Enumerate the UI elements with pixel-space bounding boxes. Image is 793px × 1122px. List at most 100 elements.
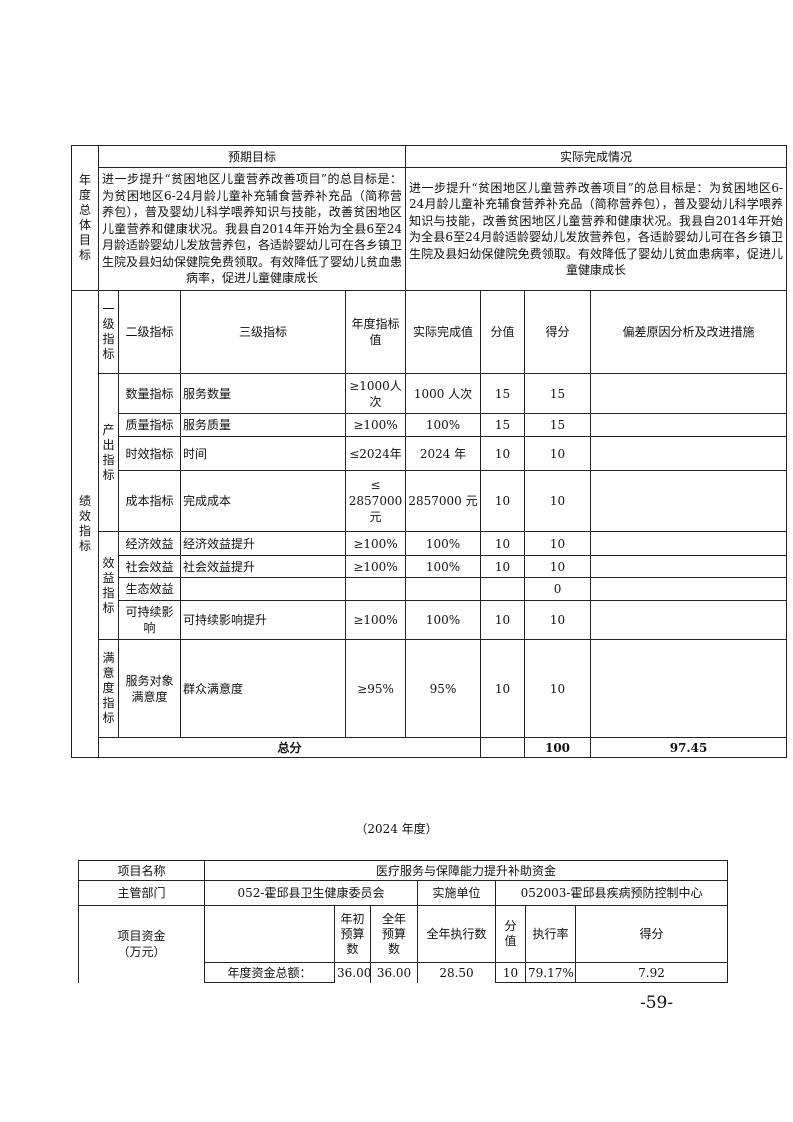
cell-weight: 10	[480, 639, 526, 738]
table-row: 年度资金总额： 36.00 36.00 28.50 10 79.17% 7.92	[79, 962, 729, 983]
header-annual-budget: 全年预算数	[370, 905, 418, 963]
executed-amount: 28.50	[417, 962, 496, 983]
cell-l3: 完成成本	[180, 470, 346, 532]
table-row: 时效指标 时间 ≤2024年 2024 年 10 10	[72, 436, 788, 471]
cell-actual	[405, 577, 482, 601]
cell-actual: 1000 人次	[405, 373, 482, 414]
cell-actual: 100%	[405, 555, 482, 578]
cell-weight: 10	[480, 470, 526, 532]
cell-target	[344, 577, 407, 601]
project-name-label: 项目名称	[78, 860, 205, 881]
cell-l3: 时间	[180, 436, 346, 471]
cell-l2: 时效指标	[118, 436, 181, 471]
cell-score: 10	[524, 470, 592, 532]
cell-target: ≥95%	[344, 639, 407, 738]
total-weight: 100	[524, 737, 592, 758]
cell-l2: 服务对象满意度	[118, 639, 181, 738]
execution-rate: 79.17%	[525, 962, 576, 983]
funds-label: 项目资金（万元）	[78, 905, 205, 983]
table-row: 质量指标 服务质量 ≥100% 100% 15 15	[72, 413, 788, 437]
header-actual: 实际完成值	[405, 290, 482, 374]
cell-score: 10	[524, 555, 592, 578]
table-row: 满意度指标 服务对象满意度 群众满意度 ≥95% 95% 10 10	[72, 639, 788, 738]
cell-score: 10	[524, 436, 592, 471]
header-rate: 执行率	[525, 905, 576, 963]
cell-score: 0	[524, 577, 592, 601]
cell-score: 10	[524, 639, 592, 738]
cell-weight: 15	[480, 413, 526, 437]
header-l1: 一级指标	[98, 290, 119, 374]
cell-note	[590, 413, 788, 437]
total-funds-label: 年度资金总额：	[204, 962, 335, 983]
header-l2: 二级指标	[118, 290, 181, 374]
header-initial-budget: 年初预算数	[334, 905, 371, 963]
table-row: 社会效益 社会效益提升 ≥100% 100% 10 10	[72, 555, 788, 578]
weight: 10	[495, 962, 526, 983]
cell-note	[590, 577, 788, 601]
performance-table: 年度总体目标 预期目标 实际完成情况 进一步提升“贫困地区儿童营养改善项目”的总…	[71, 145, 788, 758]
overall-goal-label: 年度总体目标	[71, 145, 99, 291]
total-actual	[480, 737, 526, 758]
annual-budget: 36.00	[370, 962, 418, 983]
cell-l2: 数量指标	[118, 373, 181, 414]
table-row: 效益指标 经济效益 经济效益提升 ≥100% 100% 10 10	[72, 531, 788, 640]
cell-note	[590, 436, 788, 471]
cell-actual: 100%	[405, 531, 482, 556]
cell-note	[590, 531, 788, 556]
cell-weight: 15	[480, 373, 526, 414]
cell-weight: 10	[480, 436, 526, 471]
project-funds-table: 项目名称 医疗服务与保障能力提升补助资金 主管部门 052-霍邱县卫生健康委员会…	[78, 860, 729, 983]
cell-target: ≥1000人次	[344, 373, 407, 414]
cell-l3: 服务质量	[180, 413, 346, 437]
cell-target: ≥100%	[344, 413, 407, 437]
cell-score: 15	[524, 373, 592, 414]
header-executed: 全年执行数	[417, 905, 496, 963]
impl-value: 052003-霍邱县疾病预防控制中心	[494, 880, 729, 906]
cell-l2: 可持续影响	[118, 600, 181, 640]
header-weight: 分值	[480, 290, 526, 374]
header-target: 年度指标值	[344, 290, 407, 374]
score: 7.92	[574, 962, 729, 983]
cell-note	[590, 600, 788, 640]
expected-goal-header: 预期目标	[97, 145, 407, 168]
cell-note	[590, 373, 788, 414]
cell-score: 15	[524, 413, 592, 437]
cell-l3: 服务数量	[180, 373, 346, 414]
dept-value: 052-霍邱县卫生健康委员会	[204, 880, 418, 906]
cell-weight	[480, 577, 526, 601]
total-row: 总分 100 97.45	[72, 737, 788, 758]
header-weight: 分值	[495, 905, 526, 963]
expected-goal-text: 进一步提升“贫困地区儿童营养改善项目”的总目标是：为贫困地区6-24月龄儿童补充…	[97, 167, 407, 291]
cell-actual: 2024 年	[405, 436, 482, 471]
cell-target: ≥100%	[344, 600, 407, 640]
initial-budget: 36.00	[334, 962, 371, 983]
total-score: 97.45	[590, 737, 788, 758]
cell-actual: 100%	[405, 413, 482, 437]
actual-status-header: 实际完成情况	[405, 145, 788, 168]
cell-l3	[180, 577, 346, 601]
header-score: 得分	[524, 290, 592, 374]
cell-target: ≤ 2857000元	[344, 470, 407, 532]
cell-weight: 10	[480, 531, 526, 556]
project-name: 医疗服务与保障能力提升补助资金	[203, 860, 729, 881]
cell-l2: 社会效益	[118, 555, 181, 578]
cell-note	[590, 555, 788, 578]
performance-label: 绩效指标	[71, 290, 99, 758]
cell-l3: 社会效益提升	[180, 555, 346, 578]
table-row: 产出指标 数量指标 服务数量 ≥1000人次 1000 人次 15 15	[72, 373, 788, 532]
dept-label: 主管部门	[78, 880, 205, 906]
cell-weight: 10	[480, 555, 526, 578]
cell-l2: 经济效益	[118, 531, 181, 556]
year-caption: （2024 年度）	[355, 822, 438, 836]
cell-score: 10	[524, 531, 592, 556]
header-score: 得分	[574, 905, 729, 963]
group-satisfaction: 满意度指标	[98, 639, 119, 738]
cell-target: ≤2024年	[344, 436, 407, 471]
page-number: -59-	[640, 993, 674, 1013]
group-output: 产出指标	[98, 373, 119, 532]
table-row: 成本指标 完成成本 ≤ 2857000元 2857000 元 10 10	[72, 470, 788, 532]
header-note: 偏差原因分析及改进措施	[590, 290, 788, 374]
cell-target: ≥100%	[344, 531, 407, 556]
table-row: 可持续影响 可持续影响提升 ≥100% 100% 10 10	[72, 600, 788, 640]
